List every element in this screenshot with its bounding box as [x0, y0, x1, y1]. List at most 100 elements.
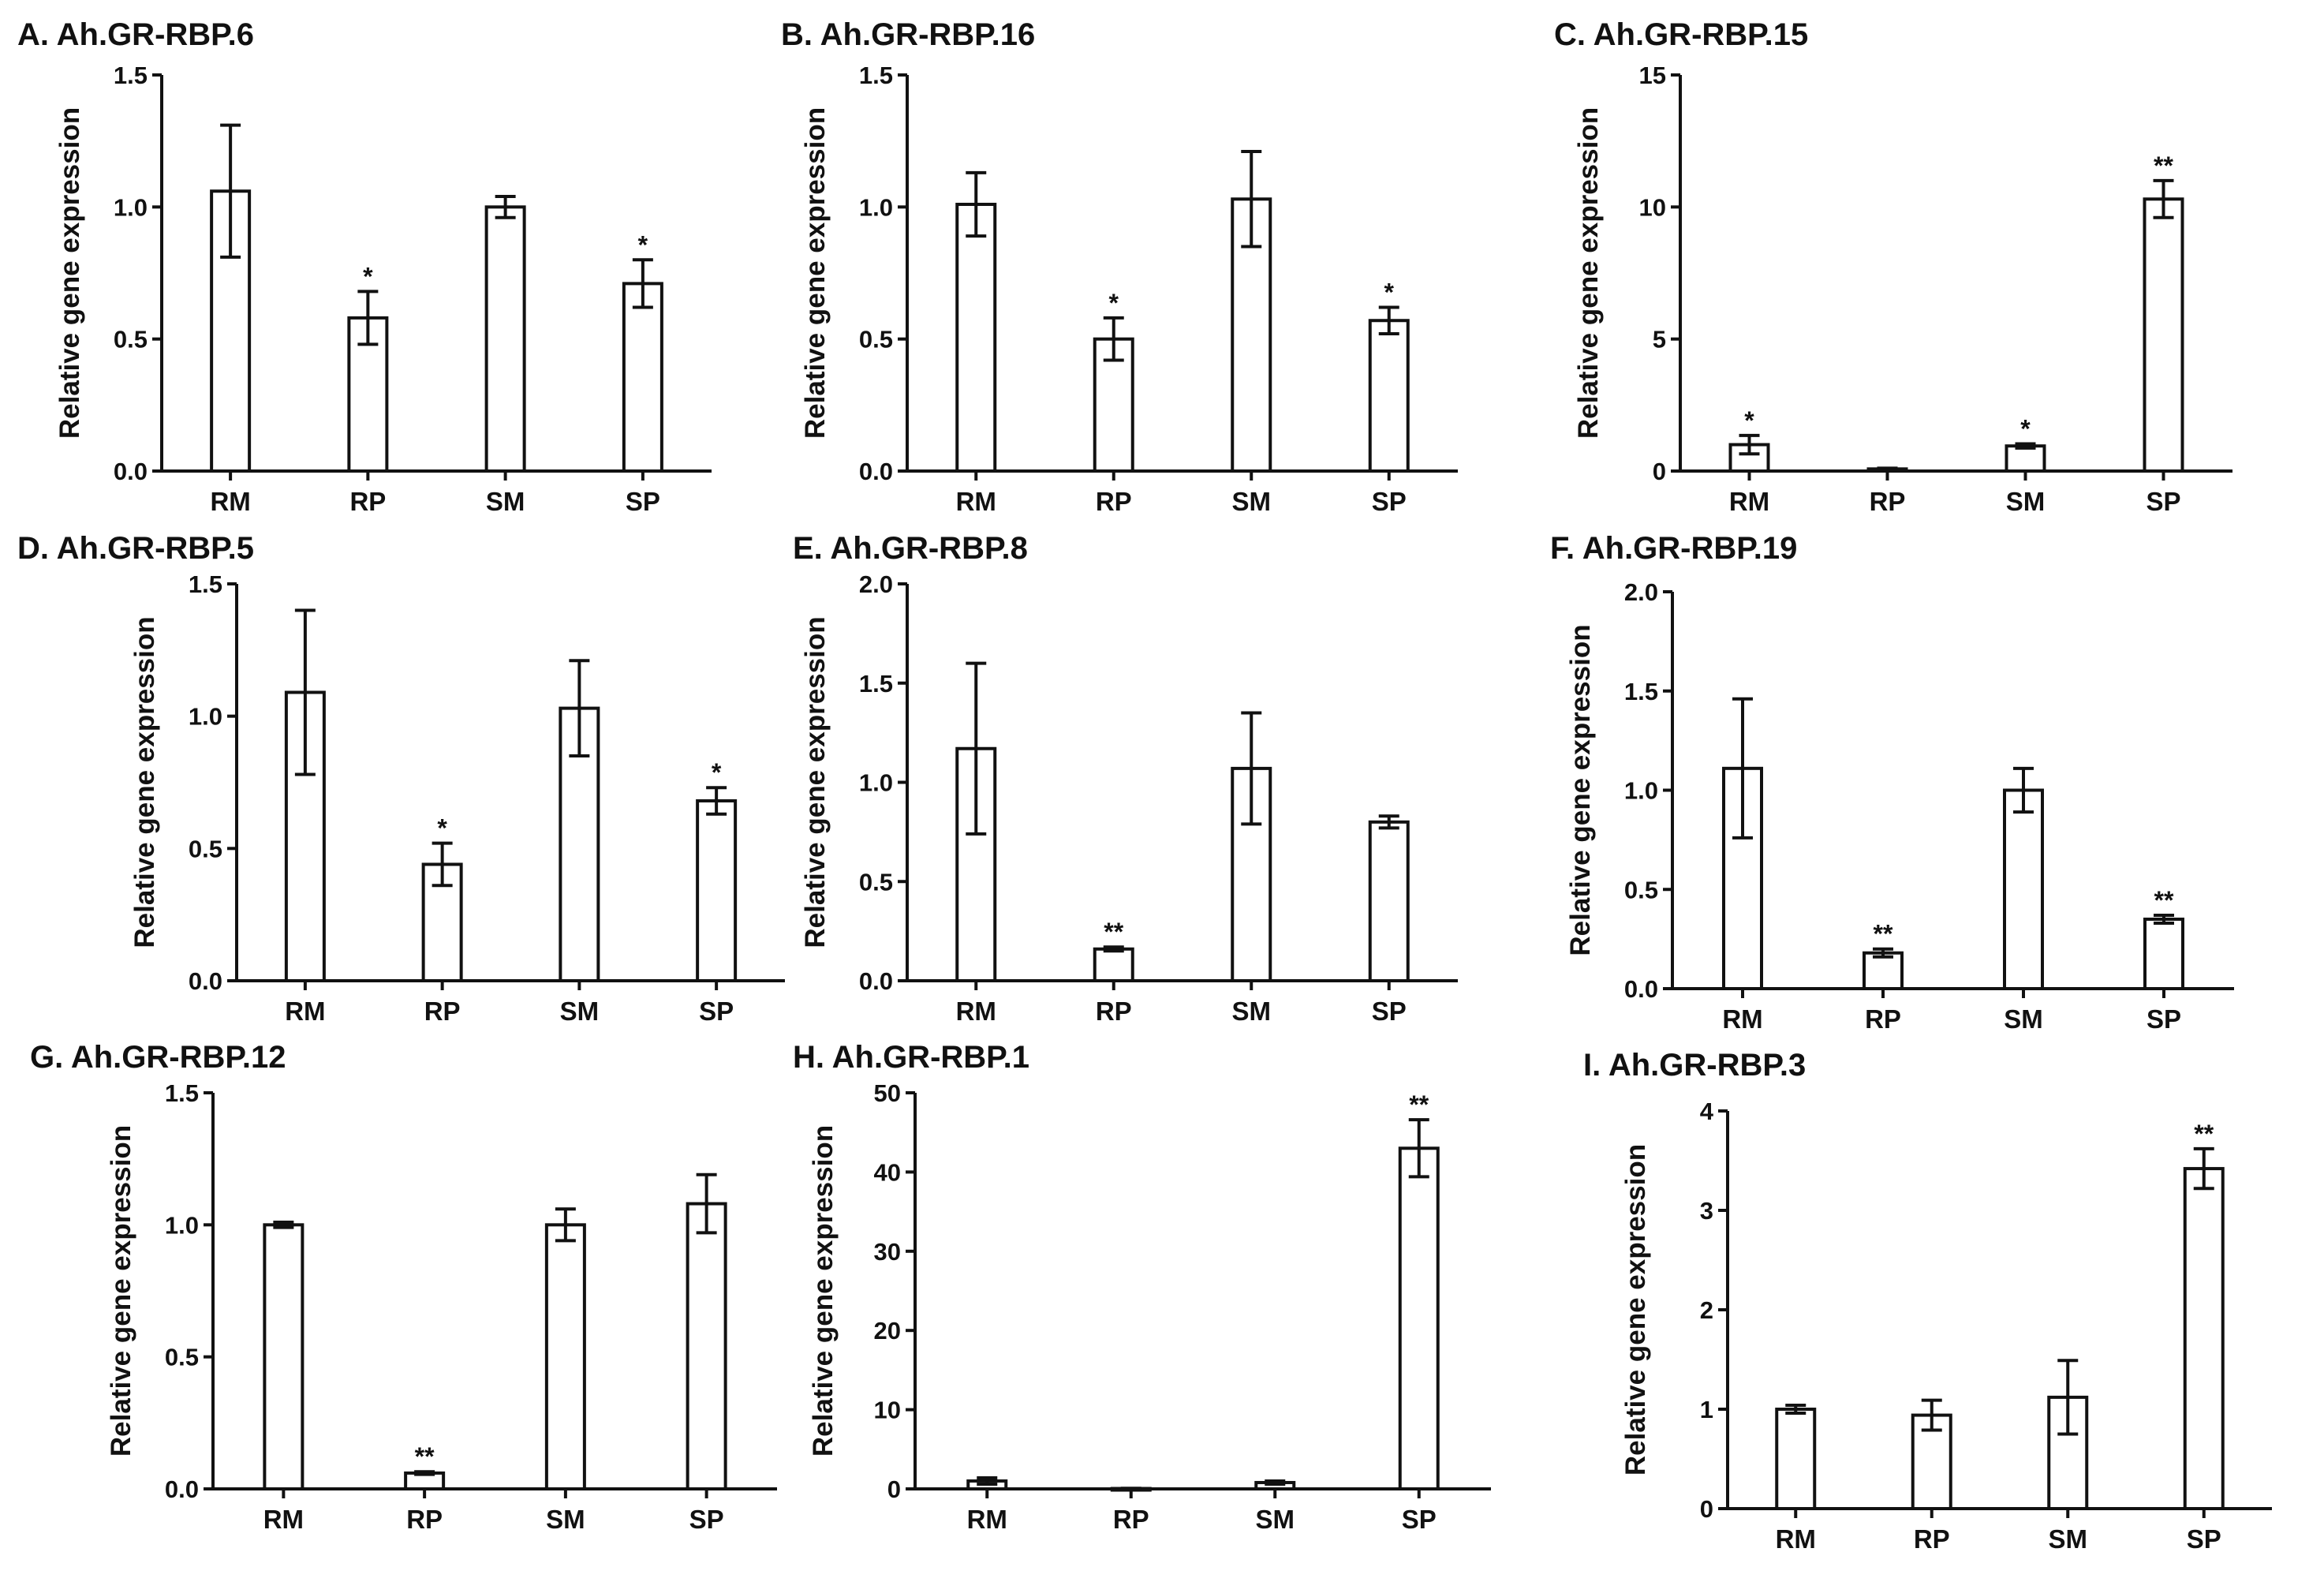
x-tick-label: SP — [2146, 487, 2180, 516]
bar — [1368, 319, 1410, 473]
y-axis-label: Relative gene expression — [106, 1125, 136, 1457]
x-tick-label: RM — [1722, 1004, 1762, 1034]
y-tick-label: 1.0 — [859, 193, 893, 221]
significance-marker: ** — [2154, 886, 2174, 914]
x-tick-label: RP — [424, 997, 461, 1026]
bar — [484, 205, 526, 473]
y-tick-label: 3 — [1700, 1197, 1713, 1225]
panel-title: A. Ah.GR-RBP.6 — [17, 17, 254, 52]
significance-marker: * — [1109, 289, 1119, 317]
significance-marker: ** — [415, 1442, 435, 1471]
significance-marker: ** — [2194, 1120, 2214, 1148]
y-tick-label: 0.5 — [165, 1344, 199, 1371]
bar — [2003, 788, 2044, 990]
y-tick-label: 1.5 — [1624, 678, 1658, 705]
bar — [2143, 197, 2184, 473]
significance-marker: * — [363, 262, 373, 290]
bar — [1775, 1408, 1817, 1510]
panel-title: B. Ah.GR-RBP.16 — [781, 17, 1035, 52]
x-tick-label: SP — [1372, 997, 1407, 1026]
y-tick-label: 1.5 — [859, 62, 893, 89]
y-axis-label: Relative gene expression — [1620, 1144, 1651, 1475]
x-tick-label: SM — [1232, 997, 1272, 1026]
x-tick-label: SP — [1372, 487, 1407, 516]
bar — [2183, 1167, 2225, 1510]
y-tick-label: 2 — [1700, 1296, 1713, 1324]
panel-title: F. Ah.GR-RBP.19 — [1550, 531, 1797, 566]
bar — [955, 202, 997, 473]
y-tick-label: 0.0 — [859, 458, 893, 485]
x-tick-label: SM — [560, 997, 600, 1026]
y-tick-label: 1 — [1700, 1396, 1713, 1423]
x-tick-label: SM — [2006, 487, 2046, 516]
y-axis-label: Relative gene expression — [800, 107, 831, 439]
x-tick-label: RP — [1096, 487, 1132, 516]
y-tick-label: 50 — [874, 1079, 901, 1107]
x-tick-label: SM — [1232, 487, 1272, 516]
y-tick-label: 0.5 — [114, 326, 148, 353]
panel-title: C. Ah.GR-RBP.15 — [1554, 17, 1808, 52]
bar — [1911, 1413, 1952, 1511]
y-tick-label: 4 — [1700, 1098, 1714, 1125]
x-tick-label: RM — [956, 997, 996, 1026]
significance-marker: * — [437, 814, 447, 843]
y-tick-label: 0.5 — [1624, 876, 1658, 903]
y-tick-label: 1.0 — [1624, 777, 1658, 805]
x-tick-label: RP — [1914, 1524, 1950, 1554]
x-tick-label: RP — [1870, 487, 1906, 516]
y-tick-label: 1.5 — [189, 570, 222, 598]
y-tick-label: 0.5 — [859, 868, 893, 896]
y-tick-label: 1.0 — [165, 1211, 199, 1239]
significance-marker: * — [638, 230, 648, 259]
x-tick-label: RM — [956, 487, 996, 516]
x-tick-label: SM — [2049, 1524, 2088, 1554]
x-tick-label: SP — [2187, 1524, 2221, 1554]
y-tick-label: 2.0 — [859, 570, 893, 598]
y-tick-label: 1.0 — [189, 703, 222, 731]
x-tick-label: RP — [406, 1505, 443, 1534]
x-tick-label: SM — [2004, 1004, 2043, 1034]
y-tick-label: 20 — [874, 1317, 901, 1345]
y-axis-label: Relative gene expression — [800, 616, 831, 948]
y-tick-label: 0.5 — [189, 835, 222, 862]
y-tick-label: 1.5 — [165, 1079, 199, 1107]
bar — [686, 1202, 727, 1491]
y-tick-label: 0.5 — [859, 326, 893, 353]
y-tick-label: 5 — [1653, 326, 1666, 353]
x-tick-label: SP — [699, 997, 734, 1026]
bar — [1368, 820, 1410, 983]
x-tick-label: SP — [689, 1505, 724, 1534]
significance-marker: ** — [1874, 920, 1893, 948]
y-tick-label: 0.0 — [859, 967, 893, 995]
panel-title: D. Ah.GR-RBP.5 — [17, 531, 254, 566]
significance-marker: * — [712, 758, 722, 787]
x-tick-label: RM — [967, 1505, 1007, 1534]
y-tick-label: 0.0 — [1624, 975, 1658, 1003]
y-axis-label: Relative gene expression — [129, 616, 160, 948]
significance-marker: * — [1744, 406, 1754, 435]
x-tick-label: SM — [546, 1505, 585, 1534]
y-axis-label: Relative gene expression — [808, 1125, 839, 1457]
x-tick-label: RM — [1729, 487, 1769, 516]
bar — [544, 1223, 586, 1491]
x-tick-label: SM — [486, 487, 525, 516]
y-axis-label: Relative gene expression — [1565, 624, 1596, 956]
bar — [622, 282, 663, 473]
x-tick-label: RM — [210, 487, 250, 516]
y-tick-label: 0.0 — [114, 458, 148, 485]
bar — [263, 1223, 305, 1491]
x-tick-label: SM — [1256, 1505, 1295, 1534]
panel-title: G. Ah.GR-RBP.12 — [30, 1040, 286, 1075]
x-tick-label: RP — [349, 487, 386, 516]
y-tick-label: 0 — [1653, 458, 1666, 485]
x-tick-label: RP — [1096, 997, 1132, 1026]
y-tick-label: 1.5 — [859, 670, 893, 698]
y-tick-label: 1.5 — [114, 62, 148, 89]
y-axis-label: Relative gene expression — [1573, 107, 1604, 439]
bar — [2143, 917, 2184, 990]
y-tick-label: 2.0 — [1624, 578, 1658, 606]
significance-marker: * — [2020, 415, 2031, 443]
significance-marker: ** — [2154, 151, 2173, 180]
